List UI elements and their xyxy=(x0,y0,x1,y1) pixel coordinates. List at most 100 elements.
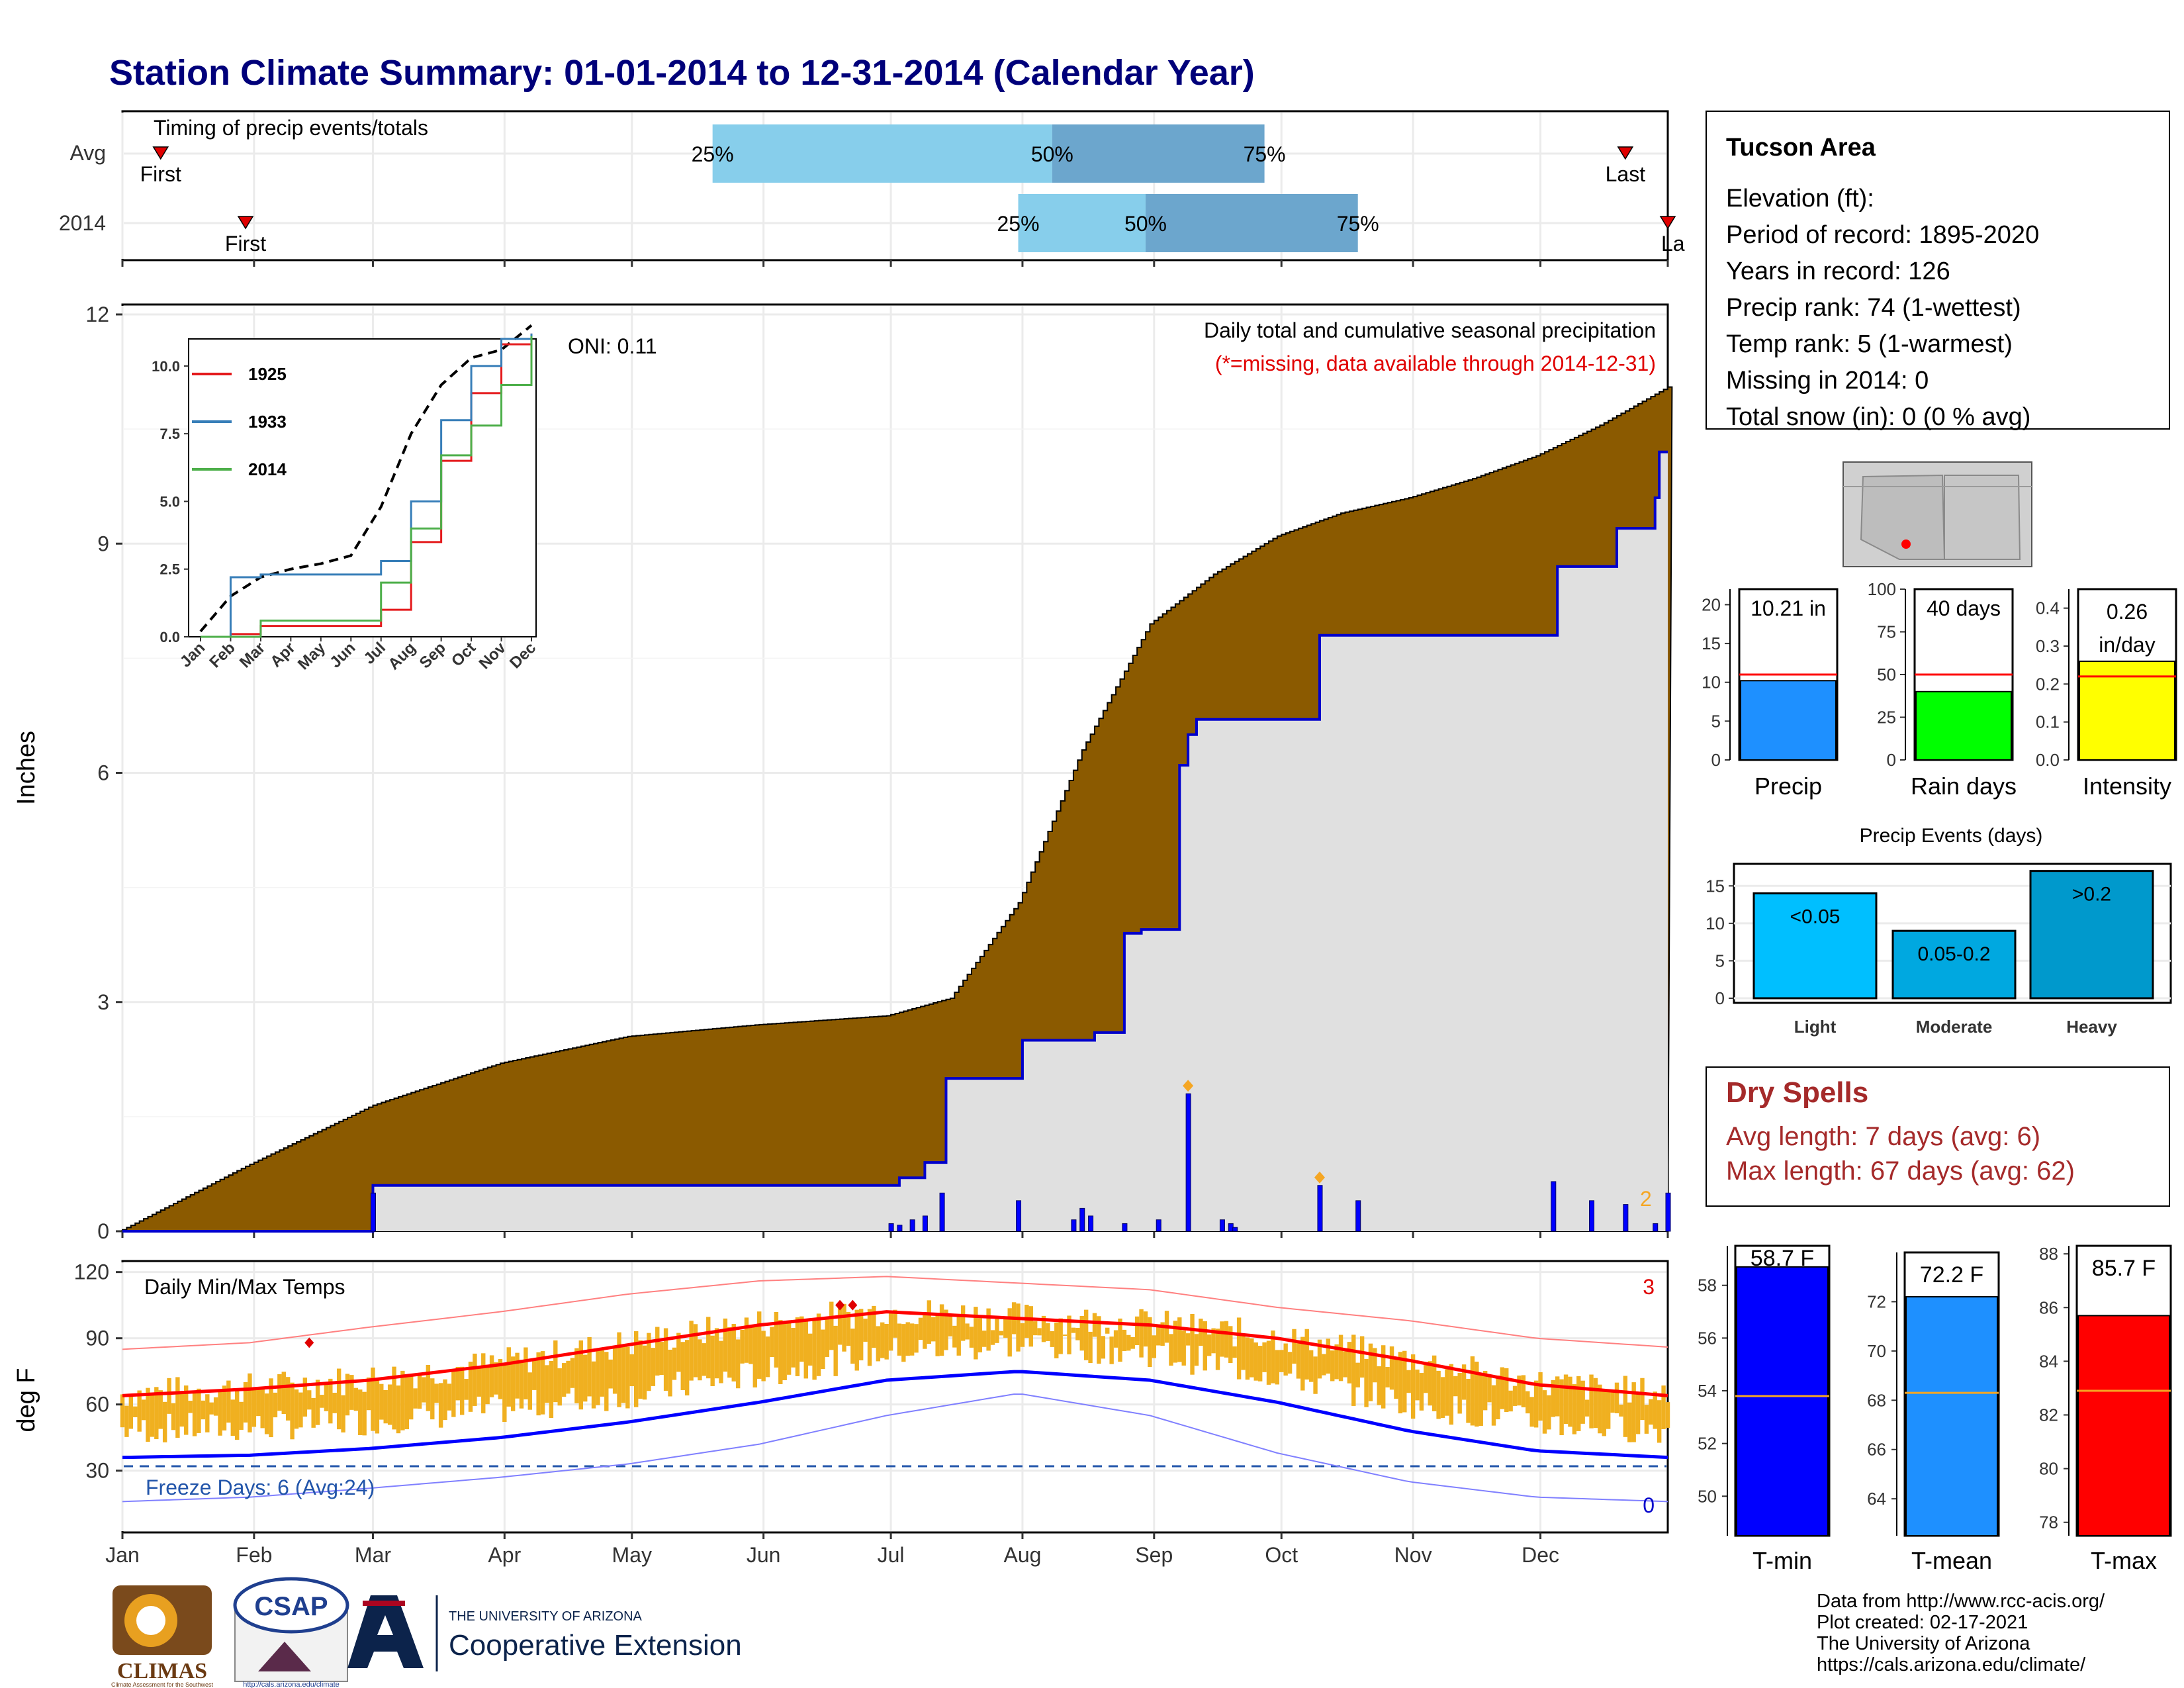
mini-bar-value-label: in/day xyxy=(2099,633,2155,657)
mini-bar-ytick-label: 5 xyxy=(1711,711,1721,731)
daily-temp-range-bar xyxy=(693,1324,698,1378)
daily-temp-range-bar xyxy=(294,1389,299,1429)
month-label: Oct xyxy=(1265,1543,1298,1567)
daily-temp-range-bar xyxy=(1173,1321,1178,1363)
new-mexico-shape xyxy=(1944,475,2021,560)
dry-spells-max: Max length: 67 days (avg: 62) xyxy=(1726,1156,2075,1186)
daily-temp-range-bar xyxy=(1054,1322,1059,1358)
daily-temp-range-bar xyxy=(935,1313,940,1356)
daily-temp-range-bar xyxy=(468,1362,473,1412)
daily-temp-range-bar xyxy=(1203,1321,1207,1371)
daily-temp-range-bar xyxy=(752,1326,758,1387)
daily-temp-range-bar xyxy=(1232,1346,1237,1358)
daily-temp-range-bar xyxy=(557,1368,562,1406)
daily-temp-range-bar xyxy=(974,1307,978,1360)
daily-temp-range-bar xyxy=(952,1325,957,1348)
daily-temp-range-bar xyxy=(1148,1317,1152,1367)
events-ytick-label: 15 xyxy=(1706,876,1725,896)
daily-temp-range-bar xyxy=(923,1313,927,1349)
daily-temp-range-bar xyxy=(422,1377,426,1403)
daily-temp-range-bar xyxy=(1300,1336,1305,1391)
csap-logo: CSAP http://cals.arizona.edu/climate xyxy=(233,1577,349,1688)
daily-temp-range-bar xyxy=(1032,1321,1038,1336)
daily-temp-range-bar xyxy=(1245,1337,1250,1380)
daily-temp-range-bar xyxy=(791,1328,796,1368)
temp-bar-ytick-label: 80 xyxy=(2039,1459,2058,1479)
credit-line: https://cals.arizona.edu/climate/ xyxy=(1817,1654,2086,1675)
daily-temp-range-bar xyxy=(858,1309,864,1361)
daily-temp-range-bar xyxy=(872,1305,876,1348)
daily-temp-range-bar xyxy=(371,1367,375,1431)
daily-temp-range-bar xyxy=(778,1320,783,1384)
mini-bar-charts: 0 5 10 15 20 10.21 in Precip 0 25 50 75 100 40 days R… xyxy=(1702,579,2177,800)
daily-temp-range-bar xyxy=(608,1359,613,1389)
daily-temp-range-bar xyxy=(821,1329,825,1370)
timing-first-label: First xyxy=(225,232,266,256)
temps-ytick-label: 90 xyxy=(85,1327,109,1350)
daily-precip-bar xyxy=(1317,1185,1323,1232)
daily-temp-range-bar xyxy=(978,1318,982,1352)
month-label: Sep xyxy=(1135,1543,1173,1567)
mini-bar-ytick-label: 0 xyxy=(1711,750,1721,770)
temp-bar-ytick-label: 88 xyxy=(2039,1244,2058,1264)
mini-bar-0 xyxy=(1740,680,1837,761)
daily-temp-range-bar xyxy=(1610,1390,1615,1413)
mini-bar-ytick-label: 0 xyxy=(1887,750,1896,770)
timing-last-marker xyxy=(1659,216,1676,230)
daily-temp-range-bar xyxy=(1003,1318,1008,1338)
daily-temp-range-bar xyxy=(251,1389,257,1427)
daily-temp-range-bar xyxy=(1304,1329,1309,1380)
timing-label: Timing of precip events/totals xyxy=(154,116,428,140)
daily-temp-range-bar xyxy=(1351,1335,1356,1406)
daily-temp-range-bar xyxy=(948,1315,953,1336)
daily-temp-range-bar xyxy=(545,1365,549,1403)
cumulative-precip-2014-line xyxy=(122,450,1668,1233)
daily-temp-range-bar xyxy=(133,1406,138,1417)
daily-temp-range-bar xyxy=(1241,1334,1246,1370)
daily-temp-range-bar xyxy=(1529,1397,1534,1427)
daily-temp-range-bar xyxy=(1079,1315,1084,1351)
daily-temp-range-bar xyxy=(158,1390,163,1429)
daily-temp-range-bar xyxy=(604,1352,609,1411)
record-precip-marker xyxy=(1314,1171,1325,1184)
daily-temp-range-bar xyxy=(213,1397,218,1416)
daily-temp-range-bar xyxy=(1385,1367,1390,1387)
daily-temp-range-bar xyxy=(1461,1364,1467,1400)
daily-temp-range-bar xyxy=(1134,1316,1140,1346)
daily-temp-range-bar xyxy=(1517,1376,1522,1406)
mini-bar-ytick-label: 50 xyxy=(1877,665,1896,684)
precip-ylabel: Inches xyxy=(13,731,40,805)
daily-temp-range-bar xyxy=(332,1392,337,1413)
temp-bar-0 xyxy=(1736,1266,1829,1536)
daily-temp-range-bar xyxy=(1250,1338,1254,1378)
month-label: Mar xyxy=(355,1543,391,1567)
month-label: Jul xyxy=(878,1543,905,1567)
oni-label: ONI: 0.11 xyxy=(568,334,657,358)
daily-temp-range-bar xyxy=(621,1346,626,1403)
daily-temp-range-bar xyxy=(774,1311,779,1368)
daily-temp-range-bar xyxy=(829,1301,834,1350)
daily-temp-range-bar xyxy=(1058,1318,1063,1354)
info-line: Temp rank: 5 (1-warmest) xyxy=(1726,330,2013,358)
daily-temp-range-bar xyxy=(625,1346,630,1409)
daily-temp-range-bar xyxy=(719,1340,723,1383)
daily-temp-range-bar xyxy=(315,1380,320,1425)
temp-bar-ytick-label: 70 xyxy=(1867,1341,1886,1361)
daily-temp-range-bar xyxy=(311,1397,316,1428)
mini-bar-value-label: 40 days xyxy=(1927,596,2001,620)
daily-temp-range-bar xyxy=(799,1316,804,1362)
daily-temp-range-bar xyxy=(498,1359,503,1399)
info-line: Years in record: 126 xyxy=(1726,258,1950,285)
daily-temp-range-bar xyxy=(1105,1327,1110,1334)
daily-temp-range-bar xyxy=(1389,1346,1394,1390)
daily-precip-bar xyxy=(897,1225,903,1232)
daily-temp-range-bar xyxy=(1445,1369,1449,1416)
daily-temp-range-bar xyxy=(825,1318,830,1357)
daily-precip-bar xyxy=(1156,1219,1161,1232)
daily-temp-range-bar xyxy=(1062,1335,1068,1336)
daily-temp-range-bar xyxy=(884,1324,889,1360)
dry-spells-box: Dry Spells Avg length: 7 days (avg: 6) M… xyxy=(1706,1066,2170,1207)
mini-bar-1 xyxy=(1915,690,2012,761)
daily-temp-range-bar xyxy=(379,1383,384,1420)
